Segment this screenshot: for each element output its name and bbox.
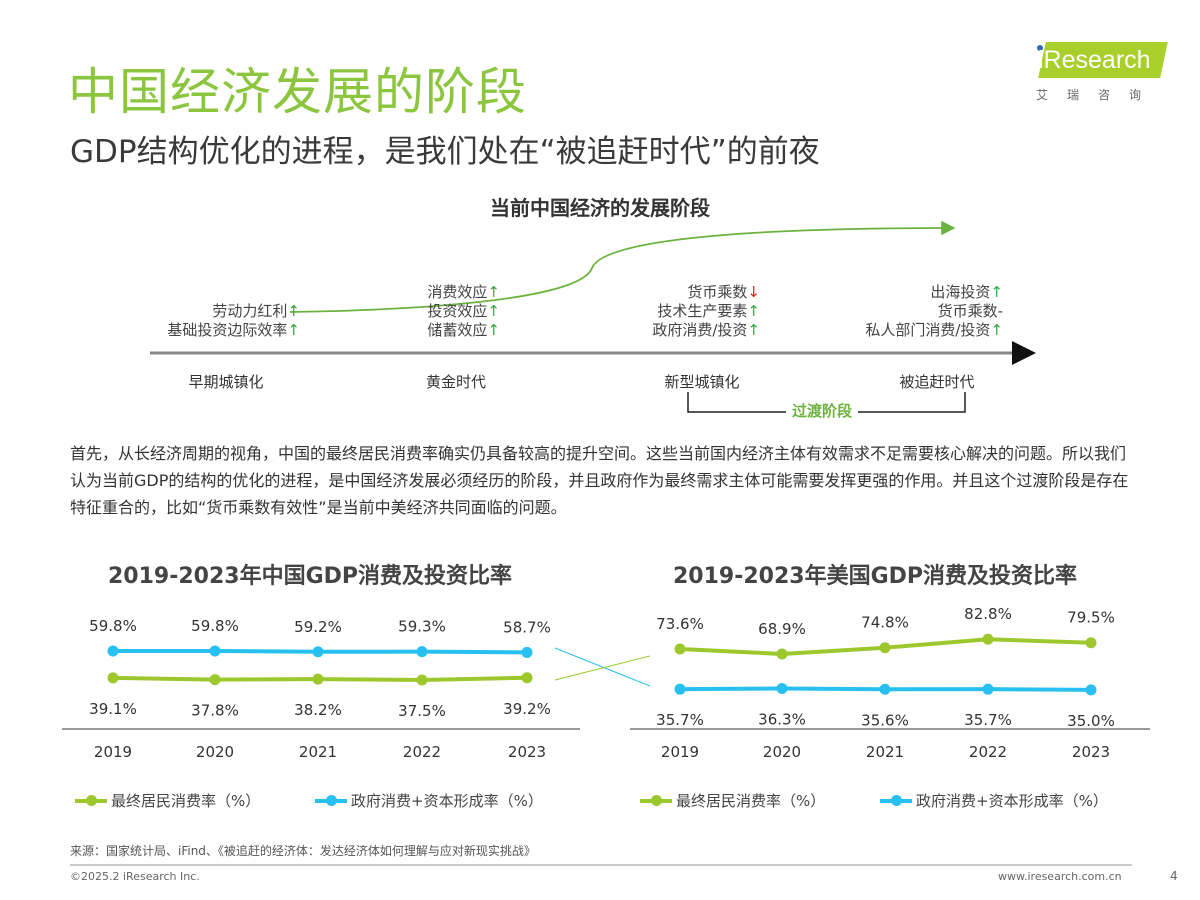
data-point [107,645,119,657]
data-label: 59.8% [89,617,137,635]
legend-marker [315,794,347,806]
stage-factors-2: 消费效应↑ 投资效应↑ 储蓄效应↑ [427,283,500,340]
data-point [107,672,119,684]
factor: 政府消费/投资↑ [652,321,760,339]
data-label: 39.1% [89,700,137,718]
logo-cn: 艾瑞咨询 [1036,88,1161,102]
logo-word: iResearch [1038,46,1151,74]
connector-line [554,655,651,681]
x-tick-label: 2019 [94,743,132,761]
factor: 劳动力红利↑ [212,302,300,320]
growth-curve [289,220,956,313]
data-label: 59.2% [294,618,342,636]
data-label: 73.6% [656,615,704,633]
x-tick-label: 2021 [299,743,337,761]
data-point [776,683,788,695]
us-chart-title: 2019-2023年美国GDP消费及投资比率 [672,564,1078,589]
data-label: 68.9% [758,620,806,638]
data-label: 82.8% [964,605,1012,623]
connector-line [554,647,651,687]
data-point [1085,684,1097,696]
factor: 货币乘数- [937,302,1003,320]
us-legend-green: 最终居民消费率（%） [640,790,825,811]
china-legend-blue: 政府消费+资本形成率（%） [315,790,543,811]
x-tick-label: 2021 [866,743,904,761]
data-label: 35.7% [656,711,704,729]
factor: 私人部门消费/投资↑ [865,321,1003,339]
factor: 出海投资↑ [930,283,1003,301]
data-label: 35.0% [1067,712,1115,730]
data-label: 79.5% [1067,609,1115,627]
diagram-title: 当前中国经济的发展阶段 [490,196,710,220]
stage-factors-4: 出海投资↑ 货币乘数- 私人部门消费/投资↑ [865,283,1003,340]
data-point [209,674,221,686]
stage-factors-3: 货币乘数↓ 技术生产要素↑ 政府消费/投资↑ [652,283,760,340]
data-point [209,645,221,657]
data-label: 37.8% [191,702,239,720]
us-legend-blue: 政府消费+资本形成率（%） [880,790,1108,811]
page-title: 中国经济发展的阶段 [68,63,527,121]
data-point [416,674,428,686]
x-tick-label: 2022 [403,743,441,761]
data-label: 58.7% [503,618,551,636]
china-legend-green: 最终居民消费率（%） [75,790,260,811]
copyright: ©2025.2 iResearch Inc. [70,870,200,883]
data-point [674,683,686,695]
iresearch-logo: iResearch 艾瑞咨询 [1030,40,1170,110]
data-label: 37.5% [398,702,446,720]
data-point [1085,637,1097,649]
x-tick-label: 2020 [196,743,234,761]
data-point [776,648,788,660]
factor: 储蓄效应↑ [427,321,500,339]
data-label: 36.3% [758,711,806,729]
data-label: 35.7% [964,711,1012,729]
stage-label: 被追赶时代 [899,373,975,391]
stage-label: 黄金时代 [425,373,487,391]
data-point [879,683,891,695]
data-point [312,646,324,658]
data-label: 74.8% [861,614,909,632]
x-tick-label: 2023 [1072,743,1110,761]
stage-label: 新型城镇化 [664,373,740,391]
factor: 货币乘数↓ [687,283,760,301]
data-point [312,673,324,685]
data-point [416,646,428,658]
x-tick-label: 2023 [508,743,546,761]
factor: 投资效应↑ [427,302,500,320]
transition-label: 过渡阶段 [785,400,859,421]
data-point [982,633,994,645]
data-label: 38.2% [294,701,342,719]
factor: 技术生产要素↑ [657,302,760,320]
stage-label: 早期城镇化 [188,373,264,391]
x-tick-label: 2022 [969,743,1007,761]
source-note: 来源：国家统计局、iFind、《被追赶的经济体：发达经济体如何理解与应对新现实挑… [70,844,536,858]
x-tick-label: 2019 [661,743,699,761]
data-label: 59.3% [398,618,446,636]
stage-factors-1: 劳动力红利↑ 基础投资边际效率↑ [167,302,300,340]
china-chart-title: 2019-2023年中国GDP消费及投资比率 [107,564,513,589]
data-label: 35.6% [861,711,909,729]
page-subtitle: GDP结构优化的进程，是我们处在“被追赶时代”的前夜 [70,134,820,170]
legend-marker [75,794,107,806]
data-point [674,643,686,655]
x-tick-label: 2020 [763,743,801,761]
website-link[interactable]: www.iresearch.com.cn [998,870,1122,883]
data-point [521,672,533,684]
footer-divider [70,864,1132,866]
page-number: 4 [1170,869,1178,883]
factor: 基础投资边际效率↑ [167,321,300,339]
data-point [521,646,533,658]
data-point [982,683,994,695]
data-point [879,642,891,654]
legend-marker [640,794,672,806]
data-label: 39.2% [503,700,551,718]
data-label: 59.8% [191,617,239,635]
body-paragraph: 首先，从长经济周期的视角，中国的最终居民消费率确实仍具备较高的提升空间。这些当前… [70,444,1129,517]
factor: 消费效应↑ [427,283,500,301]
legend-marker [880,794,912,806]
